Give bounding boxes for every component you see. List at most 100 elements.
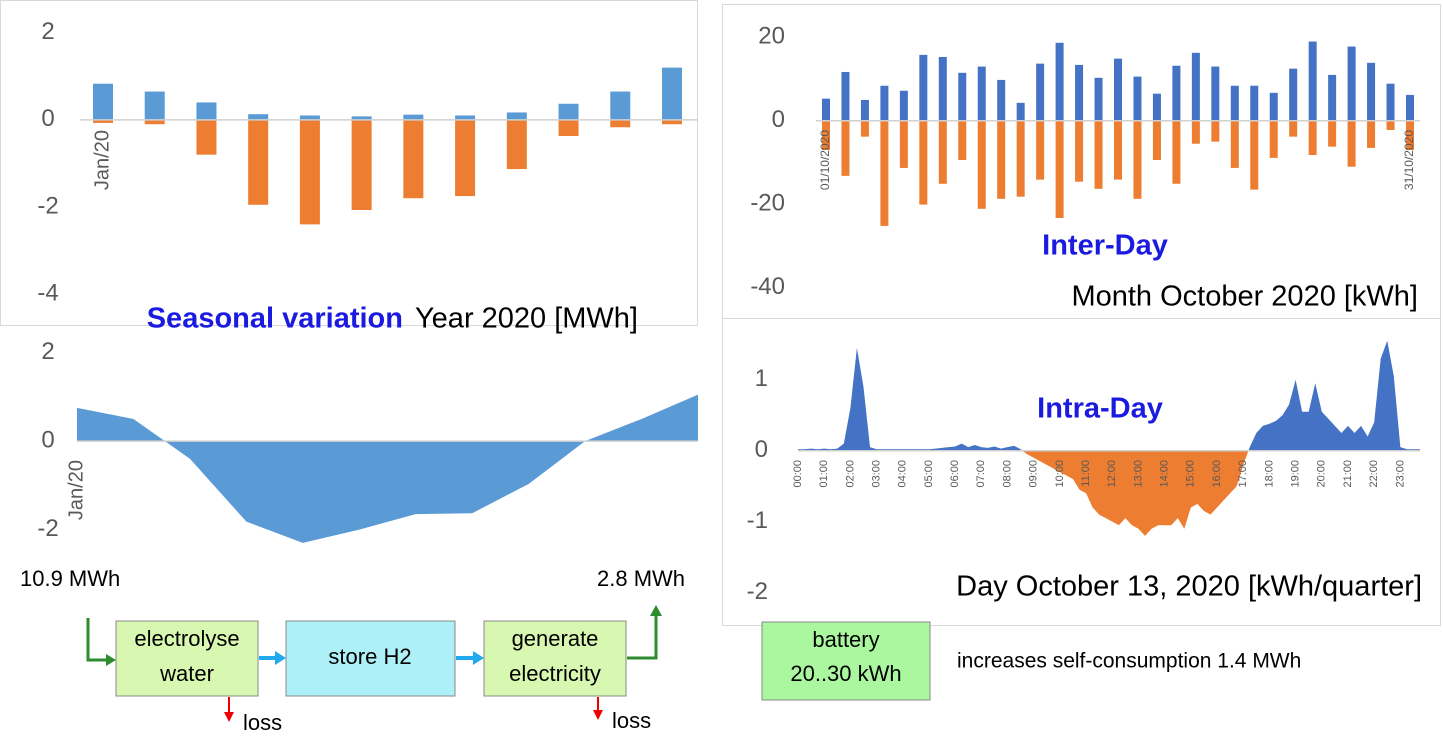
step-text: electrolyse (134, 626, 239, 651)
chart-subtitle: Month October 2020 [kWh] (1071, 281, 1418, 313)
chart-subtitle: Day October 13, 2020 [kWh/quarter] (956, 571, 1422, 603)
bar (1114, 120, 1122, 180)
y-tick-label: -4 (37, 279, 58, 306)
x-tick-label: 11:00 (1080, 460, 1092, 487)
bar (196, 102, 217, 120)
panel-border (722, 318, 1441, 626)
bar (93, 83, 113, 120)
arrow-head (275, 651, 286, 665)
bar (1250, 120, 1259, 190)
bar (860, 99, 869, 121)
x-tick-label: 01:00 (818, 460, 830, 488)
x-tick-label: Jan/20 (91, 130, 113, 190)
bar (1406, 120, 1414, 150)
bar (1367, 120, 1376, 148)
bar (1191, 52, 1200, 121)
bar (299, 119, 320, 225)
bar (899, 90, 908, 121)
bar (1191, 120, 1200, 144)
y-tick-label: 0 (41, 105, 54, 132)
bar (1230, 85, 1239, 121)
arrow-head (650, 605, 662, 616)
x-tick-label: 15:00 (1185, 460, 1197, 488)
arrow-head (473, 651, 484, 665)
bar (860, 120, 869, 137)
bar (1289, 120, 1298, 137)
y-tick-label: 0 (772, 106, 785, 133)
y-tick-label: -40 (750, 273, 785, 300)
bar (1406, 94, 1414, 121)
bar (455, 115, 476, 120)
bar (1269, 120, 1278, 158)
x-tick-label: 07:00 (975, 460, 987, 488)
bar (248, 114, 269, 120)
bar (662, 67, 682, 120)
diagram: 10.9 MWh 2.8 MWh electrolyse water store… (20, 566, 1301, 735)
y-tick-label: 20 (758, 23, 785, 50)
bar (1386, 120, 1395, 130)
bar (1289, 68, 1298, 121)
x-tick-label: 05:00 (923, 460, 935, 488)
bar (1055, 42, 1064, 121)
step-text: electricity (509, 661, 601, 686)
bar (1152, 120, 1161, 160)
y-tick-label: -1 (747, 507, 768, 534)
y-tick-label: 1 (755, 365, 768, 392)
chart-title: Intra-Day (1037, 393, 1163, 425)
x-tick-label: 00:00 (792, 460, 804, 488)
bar (1308, 41, 1317, 121)
bar (1036, 120, 1045, 180)
x-tick-label: 20:00 (1316, 460, 1328, 488)
chart-title: Inter-Day (1042, 230, 1168, 262)
bar (1075, 120, 1084, 182)
step-text: store H2 (328, 644, 411, 669)
bar (977, 66, 986, 121)
loss-label: loss (612, 708, 651, 733)
x-tick-label: 14:00 (1159, 460, 1171, 488)
bar (1211, 66, 1220, 121)
bar (558, 103, 579, 120)
step-box (115, 620, 259, 697)
bar (144, 91, 165, 120)
arrow (627, 615, 658, 660)
step-text: generate (512, 626, 599, 651)
loss-label: loss (243, 710, 282, 735)
bar (1133, 120, 1142, 199)
x-tick-label: 31/10/2020 (1402, 130, 1416, 190)
x-tick-label: Jan/20 (65, 460, 87, 520)
input-label: 10.9 MWh (20, 566, 120, 591)
bar (455, 119, 476, 197)
step-text: water (159, 661, 214, 686)
bar (822, 120, 830, 150)
bar (196, 119, 217, 155)
x-tick-label: 12:00 (1106, 460, 1118, 488)
bar (1036, 63, 1045, 121)
x-tick-label: 16:00 (1211, 460, 1223, 488)
x-tick-label: 09:00 (1028, 460, 1040, 488)
output-label: 2.8 MWh (597, 566, 685, 591)
bar (1094, 77, 1103, 121)
arrow-head (593, 710, 603, 720)
bar (899, 120, 908, 168)
bar (558, 119, 579, 136)
area (1022, 450, 1249, 536)
bar (1308, 120, 1317, 155)
arrow-head (106, 654, 116, 666)
bar (299, 115, 320, 120)
bar (977, 120, 986, 209)
arrow-head (224, 712, 234, 722)
bar (822, 98, 830, 121)
bar (1172, 65, 1181, 121)
bar (1114, 58, 1122, 121)
bar (919, 54, 928, 121)
panel-border (0, 0, 698, 326)
bar (93, 119, 113, 123)
bar (880, 85, 889, 121)
y-tick-label: -2 (37, 515, 58, 542)
bar (1347, 46, 1356, 121)
x-tick-label: 13:00 (1132, 460, 1144, 488)
battery-box (761, 621, 931, 701)
bar (506, 119, 527, 170)
